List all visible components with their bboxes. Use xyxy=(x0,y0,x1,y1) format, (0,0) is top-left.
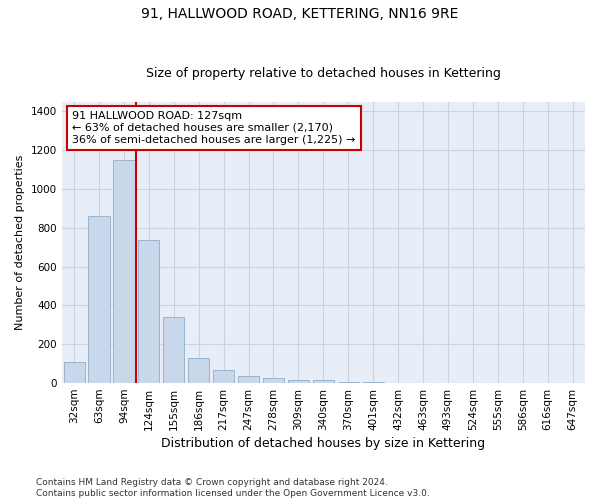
Bar xyxy=(163,317,184,383)
Bar xyxy=(288,380,309,383)
Bar xyxy=(88,216,110,383)
Bar xyxy=(338,382,359,383)
Bar xyxy=(113,160,134,383)
Text: 91, HALLWOOD ROAD, KETTERING, NN16 9RE: 91, HALLWOOD ROAD, KETTERING, NN16 9RE xyxy=(142,8,458,22)
Bar xyxy=(313,380,334,383)
Y-axis label: Number of detached properties: Number of detached properties xyxy=(15,154,25,330)
Bar xyxy=(188,358,209,383)
Text: 91 HALLWOOD ROAD: 127sqm
← 63% of detached houses are smaller (2,170)
36% of sem: 91 HALLWOOD ROAD: 127sqm ← 63% of detach… xyxy=(72,112,356,144)
Title: Size of property relative to detached houses in Kettering: Size of property relative to detached ho… xyxy=(146,66,501,80)
Bar xyxy=(138,240,160,383)
Bar xyxy=(238,376,259,383)
Bar xyxy=(362,382,384,383)
Bar xyxy=(263,378,284,383)
Bar xyxy=(64,362,85,383)
X-axis label: Distribution of detached houses by size in Kettering: Distribution of detached houses by size … xyxy=(161,437,485,450)
Bar xyxy=(213,370,234,383)
Text: Contains HM Land Registry data © Crown copyright and database right 2024.
Contai: Contains HM Land Registry data © Crown c… xyxy=(36,478,430,498)
